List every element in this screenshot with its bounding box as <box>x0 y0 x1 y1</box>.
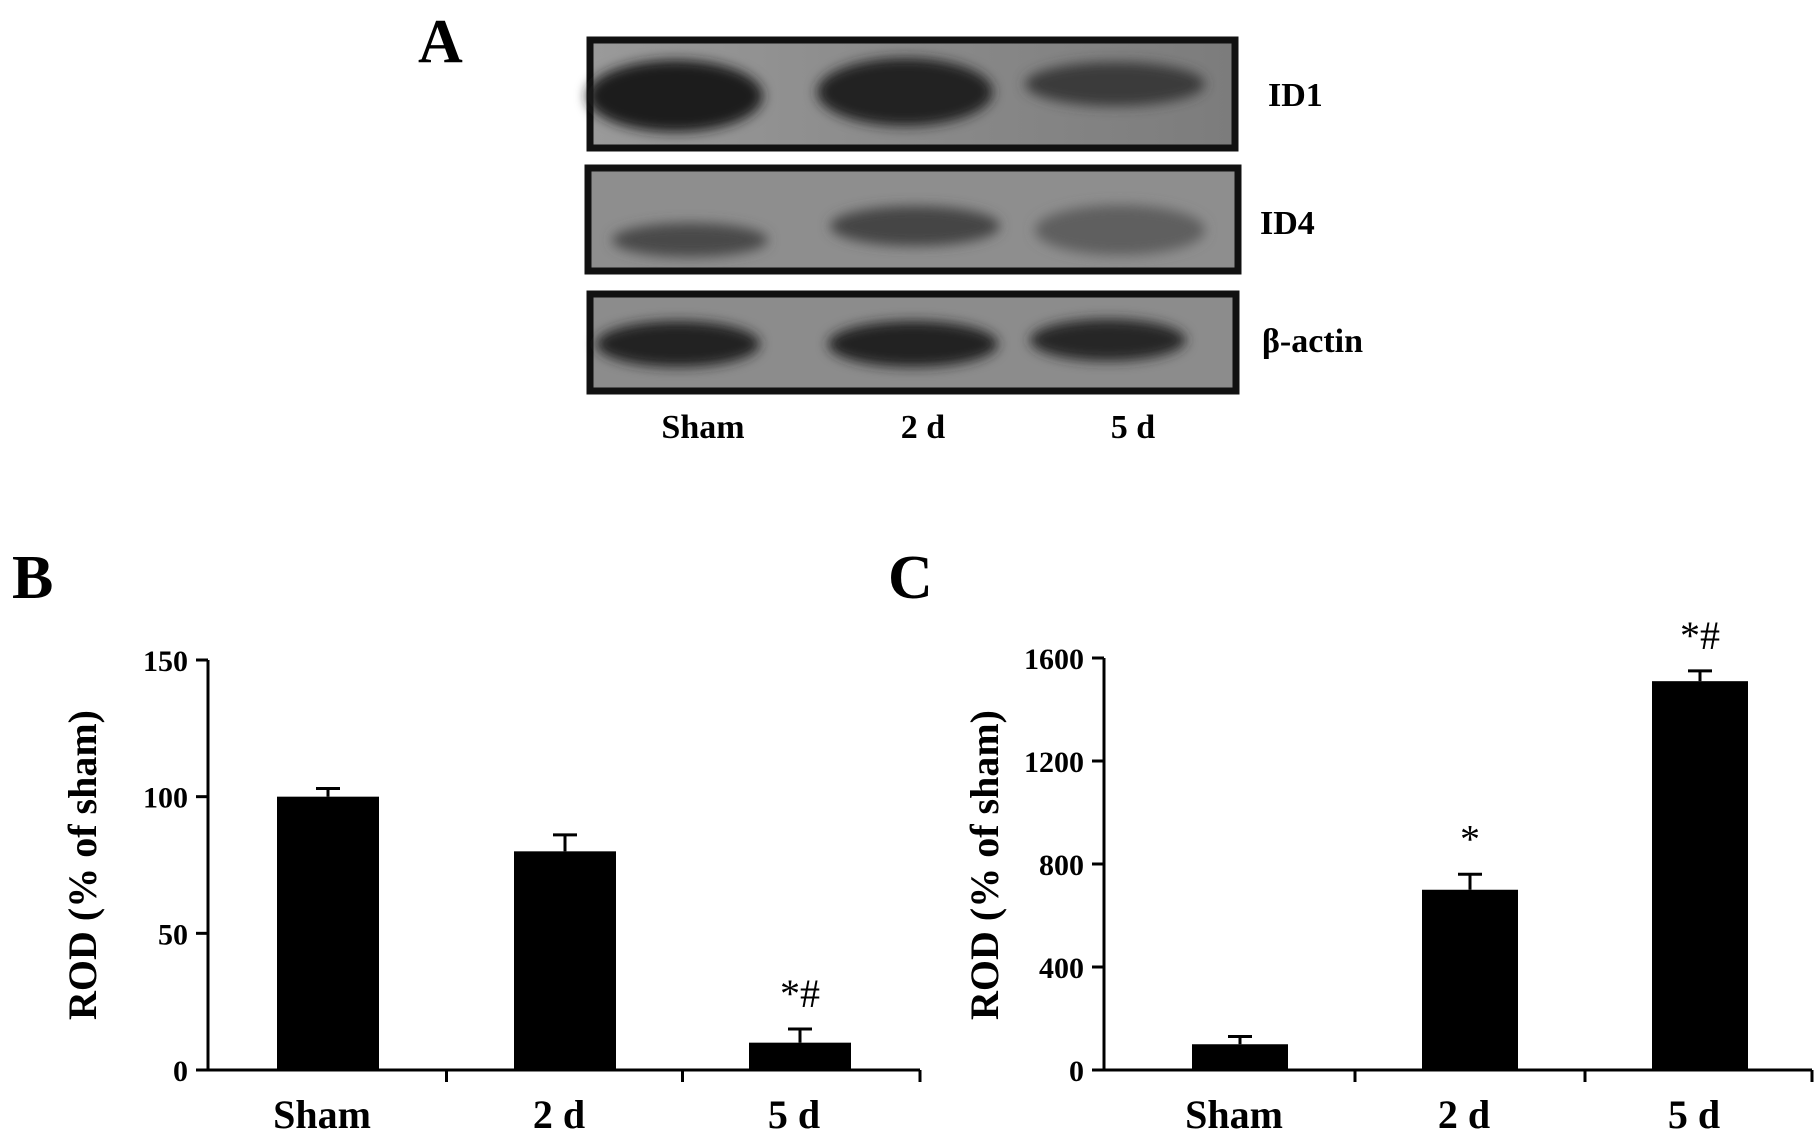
x-tick-label: Sham <box>1185 1092 1283 1137</box>
blot-band <box>596 321 760 367</box>
bar-5d <box>749 1042 851 1070</box>
blot-band <box>612 223 768 257</box>
blot-row-beta-actin <box>586 290 1240 395</box>
y-tick-label: 50 <box>158 918 188 951</box>
blot-label-beta-actin: β-actin <box>1262 323 1363 360</box>
blot-label-id4: ID4 <box>1260 205 1315 242</box>
lane-label-2d: 2 d <box>901 409 946 446</box>
blot-band <box>1035 205 1205 255</box>
significance-label: *# <box>1680 613 1720 658</box>
y-tick-label: 1200 <box>1024 746 1084 779</box>
x-tick-label: 2 d <box>1438 1092 1490 1137</box>
blot-label-id1: ID1 <box>1268 77 1323 114</box>
blot-band <box>830 206 1000 246</box>
panel-label-b: B <box>12 544 53 612</box>
x-tick-label: 2 d <box>533 1092 585 1137</box>
panel-label-c: C <box>888 544 933 612</box>
bar-2d <box>1422 889 1518 1070</box>
y-tick-label: 400 <box>1039 952 1084 985</box>
chart-c: 0 400 800 1200 1600 Sham * 2 d *# 5 d ROD (% of sh… <box>962 613 1814 1137</box>
y-tick-label: 800 <box>1039 849 1084 882</box>
bar-sham <box>1192 1044 1288 1070</box>
y-tick-label: 1600 <box>1024 643 1084 676</box>
bar-2d <box>514 851 616 1070</box>
y-tick-label: 0 <box>173 1055 188 1088</box>
blot-band <box>1030 319 1186 361</box>
blot-row-id1 <box>586 36 1239 152</box>
y-tick-label: 0 <box>1069 1055 1084 1088</box>
x-tick-label: Sham <box>273 1092 371 1137</box>
bar-5d <box>1652 681 1748 1070</box>
y-tick-label: 150 <box>143 645 188 678</box>
blot-row-id4 <box>584 164 1242 275</box>
blot-band <box>828 321 998 367</box>
y-axis-title-c: ROD (% of sham) <box>962 710 1007 1020</box>
blot-band <box>1025 62 1205 106</box>
x-tick-label: 5 d <box>768 1092 820 1137</box>
x-tick-label: 5 d <box>1668 1092 1720 1137</box>
y-tick-label: 100 <box>143 782 188 815</box>
chart-b: 0 50 100 150 Sham 2 d *# 5 d ROD (% of sham) <box>60 645 922 1137</box>
significance-label: * <box>1460 816 1480 861</box>
y-axis-title-b: ROD (% of sham) <box>60 710 105 1020</box>
panel-label-a: A <box>418 8 463 76</box>
lane-label-sham: Sham <box>661 409 744 446</box>
blot-band <box>817 58 993 126</box>
significance-label: *# <box>780 971 820 1016</box>
bar-sham <box>277 796 379 1070</box>
blot-band <box>587 60 763 132</box>
lane-label-5d: 5 d <box>1111 409 1156 446</box>
